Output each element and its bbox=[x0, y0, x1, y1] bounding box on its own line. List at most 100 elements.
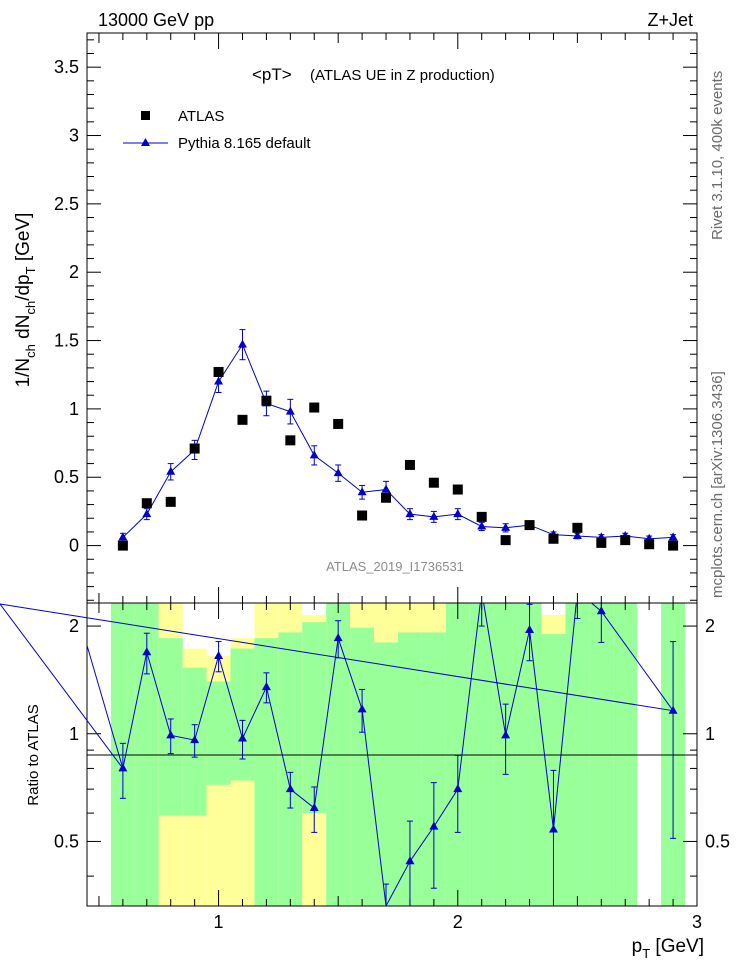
atlas-point bbox=[141, 498, 152, 509]
ratio-plot-data bbox=[0, 603, 678, 906]
mc-point bbox=[381, 484, 391, 493]
atlas-point bbox=[548, 533, 559, 544]
ratio-series-group bbox=[87, 603, 678, 906]
ratio-y-tick-label: 0.5 bbox=[54, 831, 79, 851]
legend: ATLAS Pythia 8.165 default bbox=[123, 108, 311, 152]
legend-mc-marker bbox=[141, 138, 150, 146]
ratio-point bbox=[237, 733, 247, 742]
analysis-id: ATLAS_2019_I1736531 bbox=[326, 559, 464, 574]
main-y-tick-label: 0 bbox=[69, 536, 79, 556]
ratio-y-tick-label-right: 1 bbox=[705, 724, 715, 744]
ratio-point bbox=[429, 821, 439, 830]
ratio-y-tick-label: 1 bbox=[69, 724, 79, 744]
ratio-band-green bbox=[278, 632, 303, 906]
atlas-point bbox=[357, 510, 368, 521]
ratio-y-tick-label: 2 bbox=[69, 616, 79, 636]
ratio-point bbox=[405, 856, 415, 865]
atlas-point bbox=[524, 520, 535, 531]
ratio-point bbox=[166, 730, 176, 739]
plot-title: <pT> bbox=[252, 65, 292, 84]
mc-point bbox=[309, 450, 319, 459]
atlas-point bbox=[572, 522, 583, 533]
main-y-tick-label: 1.5 bbox=[54, 331, 79, 351]
mc-point bbox=[142, 509, 152, 518]
ratio-line-tail bbox=[0, 603, 124, 769]
atlas-point bbox=[237, 414, 248, 425]
atlas-point bbox=[668, 540, 679, 551]
x-tick-label: 1 bbox=[214, 912, 224, 932]
atlas-point bbox=[117, 540, 128, 551]
ratio-y-tick-label-right: 0.5 bbox=[705, 831, 730, 851]
y-axis-label-main: 1/Nch dNch/dpT [GeV] bbox=[13, 213, 38, 388]
ratio-band-green bbox=[206, 681, 231, 785]
mc-point bbox=[333, 468, 343, 477]
ratio-y-tick-label-right: 2 bbox=[705, 616, 715, 636]
x-axis-label: pT [GeV] bbox=[632, 936, 704, 961]
source-label: mcplots.cern.ch [arXiv:1306.3436] bbox=[709, 371, 726, 598]
ratio-point bbox=[501, 730, 511, 739]
atlas-point bbox=[404, 459, 415, 470]
atlas-point bbox=[644, 539, 655, 550]
main-y-tick-label: 2.5 bbox=[54, 194, 79, 214]
ratio-point bbox=[668, 705, 678, 714]
energy-label: 13000 GeV pp bbox=[98, 10, 214, 30]
ratio-point bbox=[142, 647, 152, 656]
atlas-point bbox=[452, 484, 463, 495]
mc-point bbox=[477, 521, 487, 530]
ratio-line-tail bbox=[0, 603, 674, 712]
atlas-point bbox=[596, 537, 607, 548]
atlas-point bbox=[213, 366, 224, 377]
ratio-point bbox=[285, 784, 295, 793]
atlas-point bbox=[261, 395, 272, 406]
ratio-band-green bbox=[230, 648, 255, 781]
ratio-band-green bbox=[421, 632, 446, 906]
mc-point bbox=[501, 522, 511, 531]
main-y-tick-label: 0.5 bbox=[54, 467, 79, 487]
mc-point bbox=[214, 376, 224, 385]
y-axis-label-ratio: Ratio to ATLAS bbox=[25, 704, 42, 805]
ratio-point bbox=[596, 606, 606, 615]
x-tick-label: 3 bbox=[692, 912, 702, 932]
atlas-point bbox=[428, 477, 439, 488]
ratio-band-green bbox=[254, 638, 279, 906]
mc-point bbox=[166, 466, 176, 475]
plot-subtitle: (ATLAS UE in Z production) bbox=[310, 67, 495, 84]
ratio-point bbox=[118, 763, 128, 772]
atlas-point bbox=[285, 435, 296, 446]
main-y-tick-label: 3 bbox=[69, 126, 79, 146]
atlas-point bbox=[333, 418, 344, 429]
ratio-point bbox=[190, 735, 200, 744]
legend-data-label: ATLAS bbox=[178, 108, 224, 125]
main-plot-data bbox=[117, 329, 679, 551]
ratio-point bbox=[309, 803, 319, 812]
ratio-point bbox=[214, 650, 224, 659]
mc-point bbox=[237, 339, 247, 348]
ratio-point bbox=[548, 824, 558, 833]
mc-point bbox=[429, 511, 439, 520]
mc-point bbox=[453, 509, 463, 518]
ratio-band-green bbox=[302, 622, 327, 814]
atlas-point bbox=[500, 535, 511, 546]
main-y-tick-label: 1 bbox=[69, 399, 79, 419]
ratio-band-green bbox=[397, 632, 422, 906]
ratio-band-green bbox=[374, 642, 398, 906]
mc-point bbox=[357, 487, 367, 496]
legend-mc-label: Pythia 8.165 default bbox=[178, 135, 311, 152]
ratio-point bbox=[525, 624, 535, 633]
atlas-point bbox=[309, 402, 320, 413]
axis-ticks: 0 0.5 1 1.5 2 2.5 3 3.5 1 2 3 0.5 0.5 1 1 2 2 bbox=[54, 33, 730, 932]
mc-point bbox=[668, 532, 678, 541]
mc-point bbox=[285, 406, 295, 415]
ratio-band-green bbox=[350, 627, 375, 906]
legend-data-marker bbox=[141, 111, 150, 120]
process-label: Z+Jet bbox=[647, 10, 693, 30]
atlas-point bbox=[620, 535, 631, 546]
ratio-point bbox=[333, 633, 343, 642]
main-y-tick-label: 3.5 bbox=[54, 57, 79, 77]
atlas-point bbox=[476, 511, 487, 522]
mc-point bbox=[118, 532, 128, 541]
mc-point bbox=[572, 531, 582, 540]
ratio-point bbox=[357, 704, 367, 713]
ratio-point bbox=[261, 682, 271, 691]
